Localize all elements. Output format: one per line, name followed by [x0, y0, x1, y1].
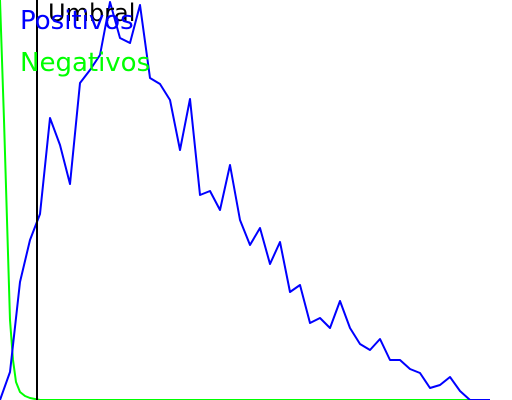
series-line-negativos [0, 0, 490, 400]
series-line-positivos [0, 1, 490, 400]
legend-label-positivos: Positivos [20, 6, 134, 36]
legend-label-negativos: Negativos [20, 48, 150, 78]
series-layer [0, 0, 490, 400]
threshold-label: Umbral [48, 0, 135, 27]
